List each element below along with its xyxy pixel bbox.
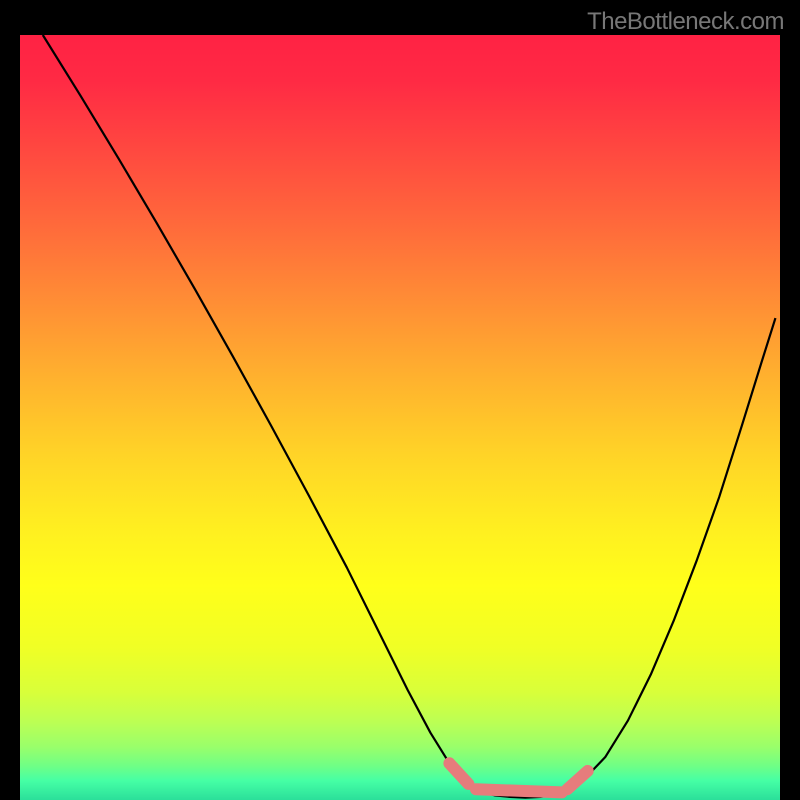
attribution-label: TheBottleneck.com — [587, 8, 784, 36]
chart-svg — [0, 0, 800, 800]
chart-gradient-bg — [20, 35, 780, 800]
bottleneck-chart: TheBottleneck.com — [0, 0, 800, 800]
optimal-segment — [476, 789, 562, 792]
